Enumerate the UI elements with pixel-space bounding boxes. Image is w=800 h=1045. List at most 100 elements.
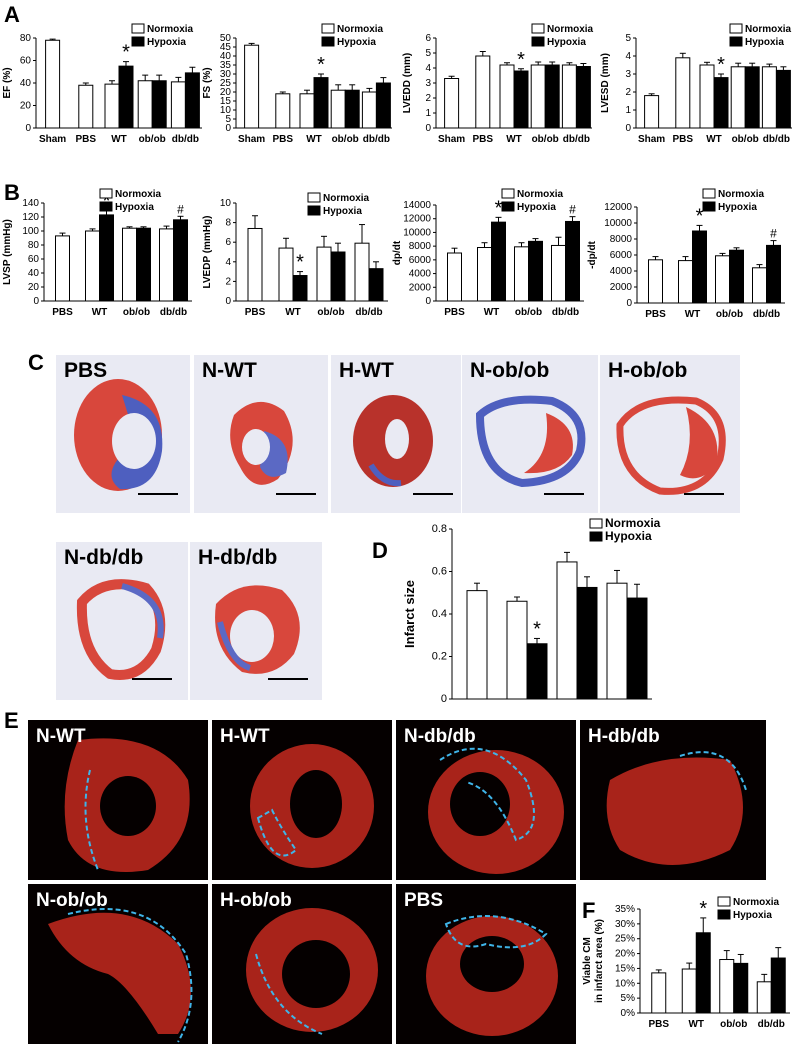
y-tick-label: 4 [225,257,231,268]
y-tick-label: 0 [425,296,431,307]
x-tick-label: WT [111,134,127,145]
legend-swatch [717,909,731,920]
x-tick-label: WT [306,134,322,145]
y-tick-label: 2 [225,276,231,287]
y-tick-label: 5 [425,48,431,59]
bar [565,220,580,302]
legend-label: Hypoxia [323,206,362,217]
x-tick-label: ob/ob [532,134,559,145]
bar [173,219,188,302]
panel-letter-e: E [4,708,19,733]
x-tick-label: WT [506,134,522,145]
legend-swatch [729,23,743,34]
bar [104,83,120,129]
bar [375,82,391,129]
scale-bar [268,678,308,680]
bar [713,77,729,129]
legend-swatch [531,23,545,34]
x-tick-label: WT [706,134,722,145]
bar [55,235,70,302]
y-tick-label: 6000 [409,255,432,266]
photo-label: N-ob/ob [470,359,550,382]
bar [78,84,94,129]
y-tick-label: 0 [425,123,431,134]
photo-n-wt: N-WT [194,355,328,513]
x-tick-label: db/db [160,307,187,318]
bar [361,91,377,129]
y-tick-label: 30 [220,69,232,80]
y-tick-label: 40 [20,78,32,89]
bar [368,268,384,302]
fluorescence-section-graphic [48,908,193,1043]
y-axis-label: LVEDP (mmHg) [202,216,213,289]
dpdt-chart: 0 2000 4000 6000 8000 10000 12000 14000 dp/dt PBS… [392,188,584,318]
fluor-h-db-db: H-db/db [580,720,766,880]
y-tick-label: 0.6 [432,566,447,578]
legend-swatch [321,23,335,34]
fluor-label: PBS [404,890,444,911]
bar [715,255,730,304]
legend-label: Normoxia [718,189,765,200]
y-axis-label: Viable CM [582,937,593,985]
scale-bar [138,493,178,495]
legend-label: Hypoxia [547,37,586,48]
bar [344,89,360,129]
lvesd-chart: 0 1 2 3 4 5 LVESD (mm) Sham PBS WT * ob/ob db/db Norm… [600,23,792,145]
bar [159,228,174,302]
fluor-label: H-ob/ob [220,890,292,911]
fluorescence-section-graphic [606,751,747,865]
heart-section-graphic [616,396,726,495]
significance-mark: * [517,49,525,71]
lvedd-chart: 0 1 2 3 4 5 6 LVEDD (mm) Sham PBS WT * ob/ob db/db Nor… [402,23,594,145]
bar [316,246,332,302]
bar [313,77,329,129]
legend-swatch [307,205,321,216]
bar [526,643,548,700]
scale-bar [276,493,316,495]
significance-mark: # [177,202,184,216]
x-tick-label: db/db [552,307,579,318]
y-tick-label: 0.2 [432,651,447,663]
legend-swatch [702,201,716,212]
bar [278,247,294,302]
y-tick-label: 5 [625,33,631,44]
x-tick-label: ob/ob [332,134,359,145]
panel-letter-d: D [372,538,388,563]
bar [530,64,546,129]
y-tick-label: 0.4 [432,608,447,620]
fluor-n-db-db: N-db/db [396,720,576,880]
legend-label: Hypoxia [605,529,652,543]
y-tick-label: 4 [425,63,431,74]
y-tick-label: 5% [621,993,636,1004]
x-tick-label: Sham [238,134,265,145]
y-tick-label: 2000 [409,282,432,293]
y-tick-label: 60 [28,254,40,265]
bar [756,981,772,1014]
significance-mark: # [569,203,576,217]
bar [170,81,186,129]
legend-label: Hypoxia [517,202,556,213]
y-axis-label: -dp/dt [587,240,598,268]
photo-label: PBS [64,359,108,382]
bar [447,252,462,302]
y-tick-label: 0 [33,296,39,307]
scale-bar [684,493,724,495]
bar [137,80,153,129]
bar [184,72,200,129]
bar [648,259,663,304]
y-tick-label: 0 [441,693,447,705]
fluor-label: N-WT [36,726,86,747]
x-tick-label: PBS [673,134,694,145]
y-tick-label: 3 [425,78,431,89]
bar [695,932,711,1014]
bar [766,244,781,304]
x-tick-label: db/db [753,309,780,320]
x-tick-label: PBS [444,307,465,318]
y-tick-label: 100 [22,226,39,237]
bar [354,242,370,302]
y-tick-label: 20 [28,282,40,293]
y-tick-label: 10 [220,198,232,209]
significance-mark: * [696,205,704,227]
y-tick-label: 10 [220,105,232,116]
x-tick-label: PBS [52,307,73,318]
